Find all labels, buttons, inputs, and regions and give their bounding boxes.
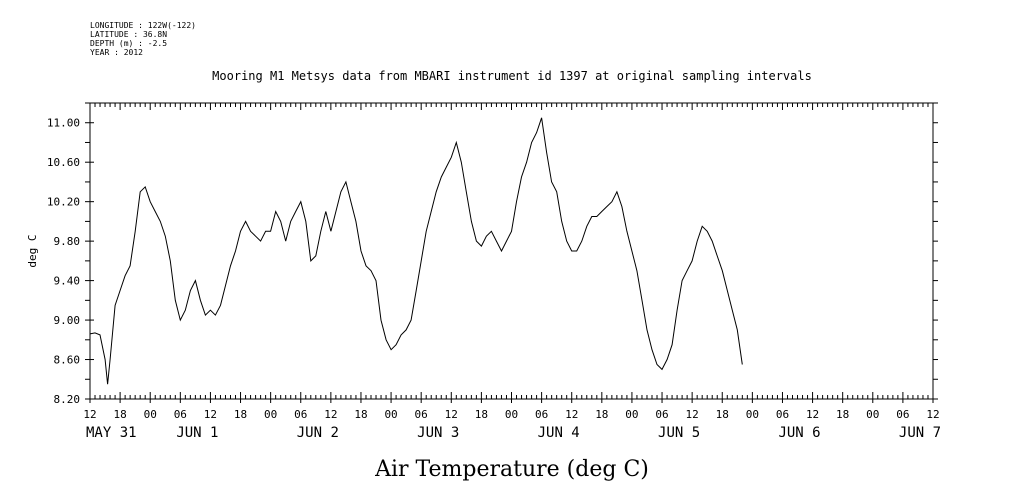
date-label: JUN 7 (899, 425, 941, 441)
x-tick-labels: 12 18 00 06 12 18 00 06 12 18 00 06 12 18 00 06 12 18 00 06… (83, 408, 939, 421)
x-tick-label: 00 (384, 408, 397, 421)
x-tick-label: 06 (294, 408, 307, 421)
y-tick-label: 8.20 (54, 393, 81, 406)
y-tick-label: 8.60 (54, 354, 81, 367)
x-tick-label: 18 (234, 408, 247, 421)
x-tick-label: 18 (836, 408, 849, 421)
x-tick-label: 12 (83, 408, 96, 421)
x-tick-label: 18 (113, 408, 126, 421)
x-tick-label: 12 (324, 408, 337, 421)
y-tick-label: 9.00 (54, 314, 81, 327)
x-tick-label: 12 (686, 408, 699, 421)
x-tick-label: 06 (776, 408, 789, 421)
x-tick-label: 06 (174, 408, 187, 421)
y-tick-label: 11.00 (47, 117, 80, 130)
y-tick-label: 9.40 (54, 275, 81, 288)
chart-title: Mooring M1 Metsys data from MBARI instru… (212, 69, 812, 83)
depth-label: DEPTH (m) : -2.5 (90, 39, 168, 48)
x-axis-label: Air Temperature (deg C) (374, 457, 649, 482)
x-tick-label: 18 (595, 408, 608, 421)
latitude-label: LATITUDE : 36.8N (90, 30, 168, 39)
date-label: JUN 1 (176, 425, 218, 441)
x-tick-label: 12 (445, 408, 458, 421)
y-tick-label: 9.80 (54, 235, 81, 248)
x-tick-label: 00 (505, 408, 518, 421)
plot-frame (89, 102, 934, 400)
series-line (89, 117, 743, 385)
date-label: JUN 2 (297, 425, 339, 441)
y-tick-label: 10.20 (47, 196, 80, 209)
x-tick-label: 06 (415, 408, 428, 421)
x-tick-label: 00 (144, 408, 157, 421)
x-tick-label: 00 (264, 408, 277, 421)
x-tick-label: 12 (806, 408, 819, 421)
x-tick-label: 18 (716, 408, 729, 421)
ticks-layer (85, 102, 938, 403)
x-tick-label: 00 (746, 408, 759, 421)
x-tick-label: 06 (535, 408, 548, 421)
y-tick-label: 10.60 (47, 156, 80, 169)
x-tick-label: 12 (926, 408, 939, 421)
date-label: JUN 5 (658, 425, 700, 441)
year-label: YEAR : 2012 (90, 48, 143, 57)
date-labels: MAY 31 JUN 1 JUN 2 JUN 3 JUN 4 JUN 5 JUN 6 JUN … (86, 425, 941, 441)
date-label: MAY 31 (86, 425, 137, 441)
y-axis-label: deg C (26, 234, 39, 267)
x-tick-label: 00 (625, 408, 638, 421)
date-label: JUN 6 (778, 425, 820, 441)
x-tick-label: 06 (655, 408, 668, 421)
date-label: JUN 4 (538, 425, 580, 441)
metadata-block: LONGITUDE : 122W(-122) LATITUDE : 36.8N … (90, 21, 196, 57)
x-tick-label: 12 (204, 408, 217, 421)
y-tick-labels: 8.20 8.60 9.00 9.40 9.80 10.20 10.60 11.00 (47, 117, 80, 406)
x-tick-label: 12 (565, 408, 578, 421)
x-tick-label: 18 (354, 408, 367, 421)
x-tick-label: 00 (866, 408, 879, 421)
x-tick-label: 18 (475, 408, 488, 421)
x-tick-label: 06 (896, 408, 909, 421)
date-label: JUN 3 (417, 425, 459, 441)
longitude-label: LONGITUDE : 122W(-122) (90, 21, 196, 30)
